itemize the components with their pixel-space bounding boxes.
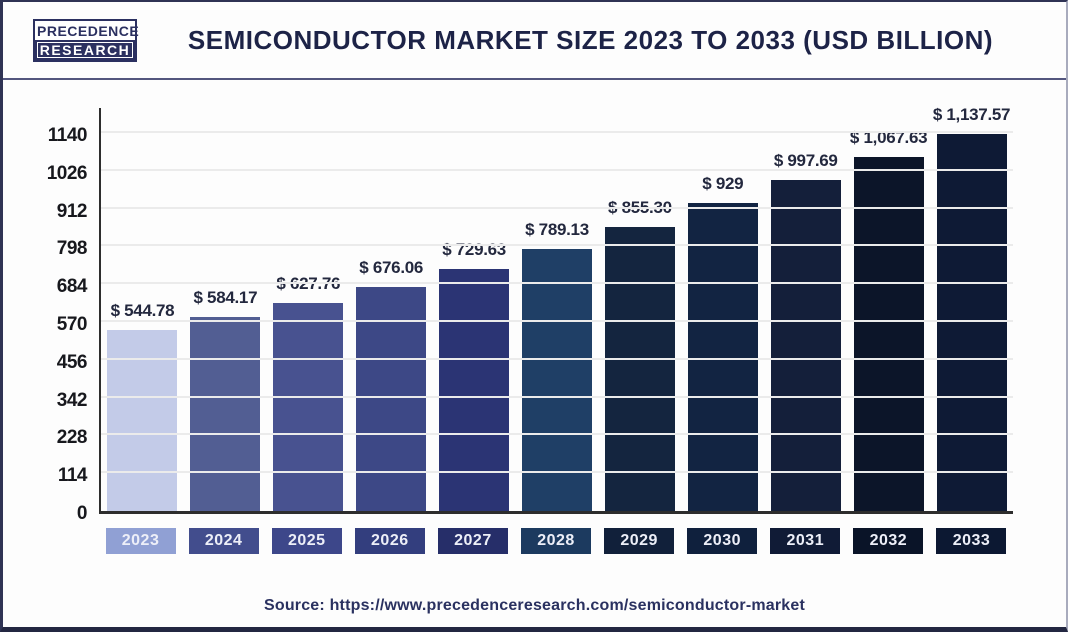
x-label-column-2028: 2028	[514, 528, 597, 554]
bar-2024	[190, 317, 261, 511]
bar-2028	[521, 249, 592, 511]
bar-2026	[356, 286, 427, 511]
x-axis-label-2031: 2031	[770, 528, 841, 554]
bar-column-2024: $ 584.17	[184, 136, 267, 511]
bar-2025	[273, 302, 344, 511]
precedence-research-logo: PRECEDENCE RESEARCH	[33, 18, 140, 62]
gridline-228	[101, 433, 1013, 436]
chart-title: SEMICONDUCTOR MARKET SIZE 2023 TO 2033 (…	[187, 24, 994, 55]
bar-2031	[770, 180, 841, 511]
header: PRECEDENCE RESEARCH SEMICONDUCTOR MARKET…	[3, 2, 1066, 80]
logo-line-precedence: PRECEDENCE	[35, 20, 140, 40]
bar-column-2023: $ 544.78	[101, 136, 184, 511]
y-axis-tick-label: 1140	[47, 125, 88, 146]
gridline-1140	[101, 131, 1013, 133]
bar-column-2032: $ 1,067.63	[847, 128, 930, 511]
x-label-column-2023: 2023	[99, 528, 182, 554]
bar-value-label-2030: $ 929	[702, 173, 744, 193]
plot-area: $ 544.78 $ 584.17 $ 627.76 $ 676.06 $ 729.63…	[99, 105, 1013, 514]
bar-2027	[439, 269, 510, 511]
x-axis-label-2030: 2030	[687, 528, 758, 554]
y-axis-tick-label: 798	[56, 238, 88, 260]
bar-column-2025: $ 627.76	[267, 136, 350, 511]
x-label-column-2029: 2029	[598, 528, 681, 554]
bar-2023	[107, 330, 178, 511]
x-label-column-2027: 2027	[431, 528, 514, 554]
x-axis-label-2026: 2026	[354, 528, 425, 554]
y-axis-tick-label: 228	[56, 427, 88, 449]
footer: Source: https://www.precedenceresearch.c…	[3, 597, 1066, 615]
bar-2029	[604, 227, 675, 511]
y-axis-line	[99, 108, 101, 136]
gridline-684	[101, 282, 1013, 285]
x-axis-label-2033: 2033	[936, 528, 1007, 554]
y-axis-labels: 0 114 228 342 456 570 684 798 912 1026 1140	[3, 125, 88, 524]
x-axis-label-2028: 2028	[521, 528, 592, 554]
y-axis-tick-label: 0	[76, 503, 88, 524]
bar-value-label-2028: $ 789.13	[525, 220, 589, 240]
y-axis-tick-label: 1026	[46, 162, 88, 184]
bar-value-label-2033: $ 1,137.57	[932, 104, 1011, 124]
bar-2030	[687, 202, 758, 511]
x-label-column-2025: 2025	[265, 528, 348, 554]
gridline-798	[101, 244, 1013, 247]
bar-2032	[853, 157, 924, 511]
x-axis-label-2032: 2032	[853, 528, 924, 554]
bar-column-2026: $ 676.06	[350, 136, 433, 511]
x-label-column-2031: 2031	[764, 528, 847, 554]
x-axis-label-2023: 2023	[105, 528, 176, 554]
bar-value-label-2024: $ 584.17	[193, 288, 258, 308]
bars-container: $ 544.78 $ 584.17 $ 627.76 $ 676.06 $ 729.63…	[101, 105, 1013, 511]
logo-line-research: RESEARCH	[35, 39, 135, 60]
y-axis-tick-label: 570	[56, 314, 88, 335]
gridline-342	[101, 395, 1013, 398]
y-axis-tick-label: 456	[56, 351, 88, 373]
gridline-456	[101, 357, 1013, 360]
bar-value-label-2031: $ 997.69	[773, 151, 838, 171]
y-axis-tick-label: 114	[57, 465, 88, 487]
x-axis-label-2029: 2029	[604, 528, 675, 554]
bar-2033	[936, 133, 1007, 511]
x-label-column-2032: 2032	[847, 528, 930, 554]
y-axis-tick-label: 912	[56, 200, 88, 222]
gridline-912	[101, 206, 1013, 209]
gridline-570	[101, 320, 1013, 322]
bar-column-2029: $ 855.30	[598, 136, 681, 511]
bar-column-2031: $ 997.69	[764, 136, 847, 511]
gridline-1026	[101, 168, 1013, 171]
x-label-column-2026: 2026	[348, 528, 431, 554]
x-label-column-2033: 2033	[930, 528, 1013, 554]
y-axis-tick-label: 684	[56, 276, 88, 298]
bar-column-2027: $ 729.63	[433, 136, 516, 511]
gridline-114	[101, 471, 1013, 474]
bar-value-label-2026: $ 676.06	[359, 257, 424, 277]
x-axis-label-2027: 2027	[437, 528, 508, 554]
bar-column-2030: $ 929	[681, 136, 764, 511]
bar-chart: 0 114 228 342 456 570 684 798 912 1026 1140 $ 544.…	[3, 80, 1066, 574]
bar-column-2028: $ 789.13	[516, 136, 599, 511]
x-label-column-2024: 2024	[182, 528, 265, 554]
x-label-column-2030: 2030	[681, 528, 764, 554]
bar-value-label-2027: $ 729.63	[442, 240, 506, 260]
y-axis-tick-label: 342	[56, 389, 88, 411]
bar-column-2033: $ 1,137.57	[930, 105, 1013, 511]
bar-value-label-2023: $ 544.78	[110, 301, 175, 321]
x-axis-labels: 2023 2024 2025 2026 2027 2028 2029 2030 2031 2032…	[99, 528, 1013, 554]
x-axis-label-2024: 2024	[188, 528, 259, 554]
x-axis-label-2025: 2025	[271, 528, 342, 554]
source-text: Source: https://www.precedenceresearch.c…	[263, 597, 806, 614]
